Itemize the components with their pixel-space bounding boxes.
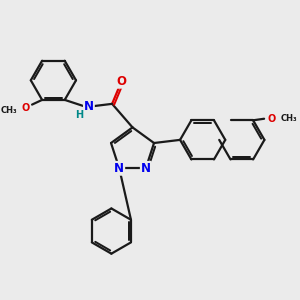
Text: O: O xyxy=(116,75,127,88)
Text: O: O xyxy=(22,103,30,113)
Text: N: N xyxy=(84,100,94,113)
Text: CH₃: CH₃ xyxy=(1,106,17,115)
Text: CH₃: CH₃ xyxy=(280,114,297,123)
Text: O: O xyxy=(268,114,276,124)
Text: N: N xyxy=(114,162,124,175)
Text: N: N xyxy=(141,162,151,175)
Text: H: H xyxy=(75,110,83,120)
